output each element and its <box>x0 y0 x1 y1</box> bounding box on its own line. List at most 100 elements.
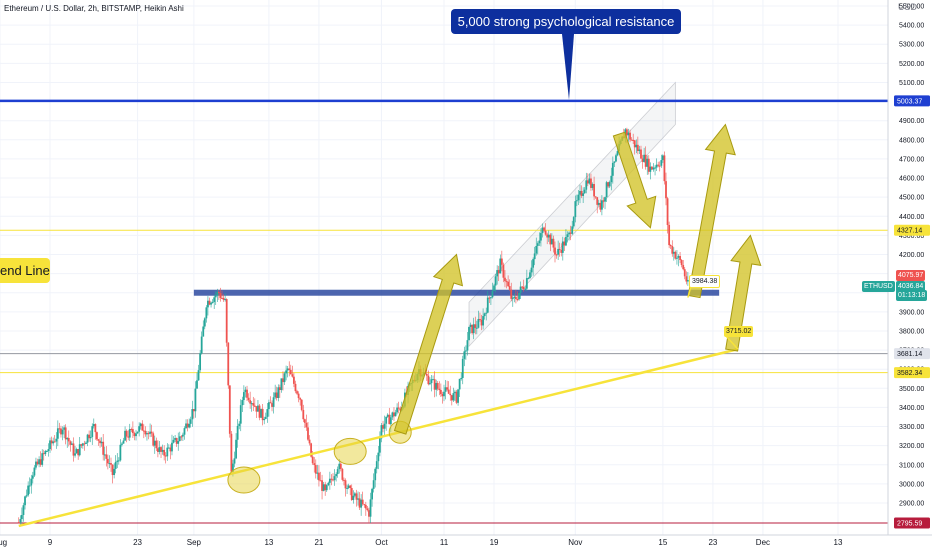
candle-body <box>135 433 137 437</box>
time-axis[interactable]: Aug 9 23 Sep 13 21 Oct 11 19 Nov 15 23 Dec 13 <box>0 534 932 550</box>
price-axis-bg <box>888 0 932 535</box>
time-tick-label: Aug <box>0 538 7 547</box>
candle-body <box>472 324 475 334</box>
price-tick-label: 4600.00 <box>899 176 924 183</box>
candle-body <box>55 438 58 442</box>
candle-body <box>513 296 516 298</box>
candle-body <box>366 508 369 511</box>
candle-body <box>447 389 450 394</box>
candle-body <box>550 238 553 245</box>
annotation-3984: 3984.38 <box>689 275 721 288</box>
candle-body <box>393 412 395 417</box>
candle-body <box>94 424 97 433</box>
candle-body <box>491 290 494 298</box>
time-tick-label: 9 <box>48 538 53 547</box>
candle-body <box>626 129 628 136</box>
candle-body <box>577 194 580 201</box>
candle-body <box>644 154 647 167</box>
candle-body <box>174 438 176 440</box>
candle-body <box>475 327 478 329</box>
candle-body <box>591 184 594 188</box>
candle-body <box>39 459 42 465</box>
candle-body <box>64 427 67 440</box>
candle-body <box>289 369 292 375</box>
candle-body <box>319 480 322 482</box>
candle-body <box>521 286 524 288</box>
candle-body <box>24 496 26 506</box>
candle-body <box>646 158 649 167</box>
candle-body <box>42 453 45 455</box>
candle-body <box>105 454 108 459</box>
candle-body <box>136 431 139 434</box>
candle-body <box>683 269 686 277</box>
candle-body <box>116 460 119 462</box>
candle-body <box>394 412 397 417</box>
candle-body <box>96 432 98 440</box>
candle-body <box>651 166 653 170</box>
candle-body <box>486 297 489 313</box>
candle-body <box>582 193 585 196</box>
candle-body <box>602 200 605 202</box>
candle-body <box>671 246 674 254</box>
candle-body <box>74 453 76 456</box>
trend-line-segment[interactable] <box>18 347 739 528</box>
candle-body <box>507 281 509 287</box>
price-axis[interactable]: 2900.00 3000.00 3100.00 3200.00 3300.00 3400.… <box>887 0 932 535</box>
candle-body <box>142 430 145 432</box>
candle-body <box>113 468 116 476</box>
price-tick-label: 2900.00 <box>899 501 924 508</box>
candle-body <box>149 431 151 434</box>
candle-body <box>615 155 617 162</box>
candle-body <box>443 391 445 397</box>
candle-body <box>446 387 449 390</box>
currency-label[interactable]: USD <box>898 2 918 12</box>
candle-body <box>530 267 533 273</box>
candle-body <box>469 324 472 327</box>
candle-body <box>235 439 237 459</box>
candle-body <box>122 440 125 444</box>
candle-body <box>346 487 348 489</box>
candle-body <box>286 368 289 371</box>
candle-body <box>360 499 363 508</box>
level-price-label: 3582.34 <box>897 370 922 377</box>
candle-body <box>213 297 216 302</box>
candle-body <box>682 265 685 270</box>
candle-body <box>44 451 47 455</box>
price-label-prev: 4075.97 <box>896 270 926 281</box>
candle-body <box>324 484 327 491</box>
candle-body <box>166 447 169 457</box>
candle-body <box>211 301 214 303</box>
candle-body <box>336 469 339 475</box>
candle-body <box>205 307 208 319</box>
candle-body <box>396 407 398 413</box>
candle-body <box>144 430 147 435</box>
candle-body <box>31 475 34 479</box>
price-tick-label: 5300.00 <box>899 42 924 49</box>
time-tick-label: Oct <box>375 538 388 547</box>
candle-body <box>547 234 550 238</box>
candle-body <box>485 312 488 314</box>
candle-body <box>460 377 463 379</box>
candle-body <box>590 178 592 188</box>
candle-body <box>557 248 560 255</box>
candle-body <box>207 300 209 308</box>
candle-body <box>197 370 200 381</box>
candle-body <box>636 144 639 151</box>
candle-body <box>293 376 295 384</box>
candle-body <box>350 488 353 500</box>
candle-body <box>463 351 466 359</box>
candle-body <box>502 264 505 278</box>
candle-body <box>546 234 549 238</box>
candle-body <box>311 456 314 464</box>
candle-body <box>649 166 652 172</box>
candle-body <box>347 485 350 488</box>
candle-body <box>333 476 336 481</box>
candle-body <box>208 300 211 305</box>
candle-body <box>228 385 231 434</box>
trend-line[interactable] <box>18 347 739 528</box>
price-tick-label: 3900.00 <box>899 309 924 316</box>
candle-body <box>272 397 275 407</box>
level-price-label: 4327.14 <box>897 228 922 235</box>
candle-body <box>75 449 78 454</box>
